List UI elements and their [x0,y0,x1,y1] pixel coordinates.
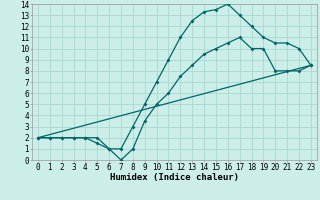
X-axis label: Humidex (Indice chaleur): Humidex (Indice chaleur) [110,173,239,182]
